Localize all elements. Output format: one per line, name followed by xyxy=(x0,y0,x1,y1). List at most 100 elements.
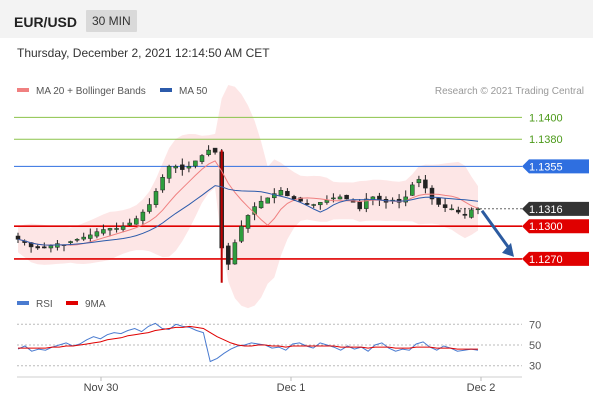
candle-body-30 xyxy=(212,147,218,153)
candle-body-22 xyxy=(160,177,165,191)
candle-body-29 xyxy=(206,149,211,155)
candle-body-44 xyxy=(304,203,310,205)
candle-body-53 xyxy=(364,198,369,209)
candle-body-70 xyxy=(475,208,481,211)
candle-body-6 xyxy=(55,243,60,248)
candle-body-64 xyxy=(436,197,441,205)
price-level-label-2: 1.1355 xyxy=(529,161,563,173)
candle-body-19 xyxy=(140,211,146,221)
forecast-arrow-head xyxy=(502,242,514,257)
candle-body-63 xyxy=(429,187,435,200)
candle-body-65 xyxy=(442,204,448,208)
moving-averages xyxy=(17,160,479,246)
forecast-arrow-shaft xyxy=(480,209,513,252)
price-level-tag-5 xyxy=(522,251,589,266)
candle-body-21 xyxy=(153,191,159,205)
symbol-title: EUR/USD xyxy=(14,14,78,30)
candle-body-61 xyxy=(416,179,422,184)
candle-body-11 xyxy=(88,234,93,239)
rsi-line xyxy=(17,322,479,363)
ma50-legend-swatch xyxy=(160,88,172,92)
rsi-panel: 70 50 30 xyxy=(17,319,541,373)
candle-body-15 xyxy=(114,228,119,230)
x-tick-label-0: Nov 30 xyxy=(84,382,119,394)
price-level-tag-4 xyxy=(522,219,589,234)
candle-body-28 xyxy=(199,155,205,162)
candle-body-60 xyxy=(410,184,415,196)
candle-body-0 xyxy=(15,235,21,240)
rsi-tick-label-0: 70 xyxy=(529,319,541,331)
rsi-tick-label-2: 30 xyxy=(529,361,541,373)
candle-body-45 xyxy=(311,204,316,206)
candle-body-67 xyxy=(456,209,461,213)
forecast-arrow xyxy=(480,209,514,257)
candle-body-4 xyxy=(42,246,47,249)
candle-body-35 xyxy=(245,215,251,229)
header-bar: EUR/USD 30 MIN xyxy=(0,0,593,38)
price-level-tag-2 xyxy=(522,159,589,174)
candle-body-40 xyxy=(278,190,284,196)
ma20-legend-label: MA 20 + Bollinger Bands xyxy=(36,86,146,97)
candle-body-12 xyxy=(94,231,100,237)
rsi-ma-legend-swatch xyxy=(66,301,78,305)
rsi-legend-label: RSI xyxy=(36,299,53,310)
candle-body-9 xyxy=(74,239,80,241)
candle-body-36 xyxy=(252,206,257,215)
candle-body-52 xyxy=(357,201,362,210)
candle-body-46 xyxy=(318,202,323,206)
candle-body-41 xyxy=(285,191,290,197)
bollinger-band-area xyxy=(18,85,478,309)
rsi-legend-swatch xyxy=(17,301,29,305)
price-level-label-3: 1.1316 xyxy=(529,204,563,216)
candle-body-37 xyxy=(258,200,264,209)
candle-body-8 xyxy=(68,241,73,243)
rsi-ma-line xyxy=(18,325,478,350)
price-level-tag-3 xyxy=(522,201,589,216)
candle-body-3 xyxy=(35,246,40,249)
candle-body-16 xyxy=(120,225,126,230)
candle-body-48 xyxy=(331,197,336,200)
x-tick-label-2: Dec 2 xyxy=(467,382,496,394)
candle-body-50 xyxy=(344,194,349,200)
datetime-label: Thursday, December 2, 2021 12:14:50 AM C… xyxy=(17,46,270,60)
candle-body-33 xyxy=(232,242,238,265)
candle-body-47 xyxy=(324,199,330,203)
x-axis: Nov 30 Dec 1 Dec 2 xyxy=(84,377,496,394)
candle-body-69 xyxy=(469,209,474,218)
credit-text: Research © 2021 Trading Central xyxy=(435,86,584,97)
price-level-label-5: 1.1270 xyxy=(529,254,563,266)
candle-body-32 xyxy=(226,245,231,265)
candle-body-14 xyxy=(107,228,113,231)
price-level-labels: 1.1400 1.1380 1.1355 1.1316 1.1300 1.1270 xyxy=(522,112,589,266)
candle-body-17 xyxy=(127,222,132,226)
bollinger-bands xyxy=(18,85,478,309)
ma50-legend-label: MA 50 xyxy=(179,86,208,97)
candle-body-38 xyxy=(265,197,270,204)
ma50-line xyxy=(17,185,479,246)
candle-body-13 xyxy=(101,229,106,234)
x-tick-label-1: Dec 1 xyxy=(277,382,306,394)
candle-body-10 xyxy=(81,236,86,240)
timeframe-badge[interactable]: 30 MIN xyxy=(86,10,137,32)
candle-body-66 xyxy=(449,208,454,211)
candle-body-26 xyxy=(186,166,192,169)
candle-body-18 xyxy=(134,218,139,225)
rsi-ma-legend-label: 9MA xyxy=(85,299,106,310)
candle-body-62 xyxy=(423,179,428,189)
candle-body-5 xyxy=(48,245,54,249)
price-levels xyxy=(14,116,522,260)
price-level-label-4: 1.1300 xyxy=(529,221,563,233)
candle-body-24 xyxy=(173,166,178,169)
candle-body-20 xyxy=(147,204,152,212)
candle-body-25 xyxy=(180,164,185,170)
price-level-label-0: 1.1400 xyxy=(529,112,563,124)
candle-body-23 xyxy=(166,166,172,179)
candle-body-42 xyxy=(291,196,297,200)
candle-body-68 xyxy=(462,213,468,216)
candlesticks xyxy=(15,145,481,283)
candle-body-34 xyxy=(239,225,244,242)
rsi-tick-label-1: 50 xyxy=(529,340,541,352)
ma20-legend-swatch xyxy=(17,88,29,92)
